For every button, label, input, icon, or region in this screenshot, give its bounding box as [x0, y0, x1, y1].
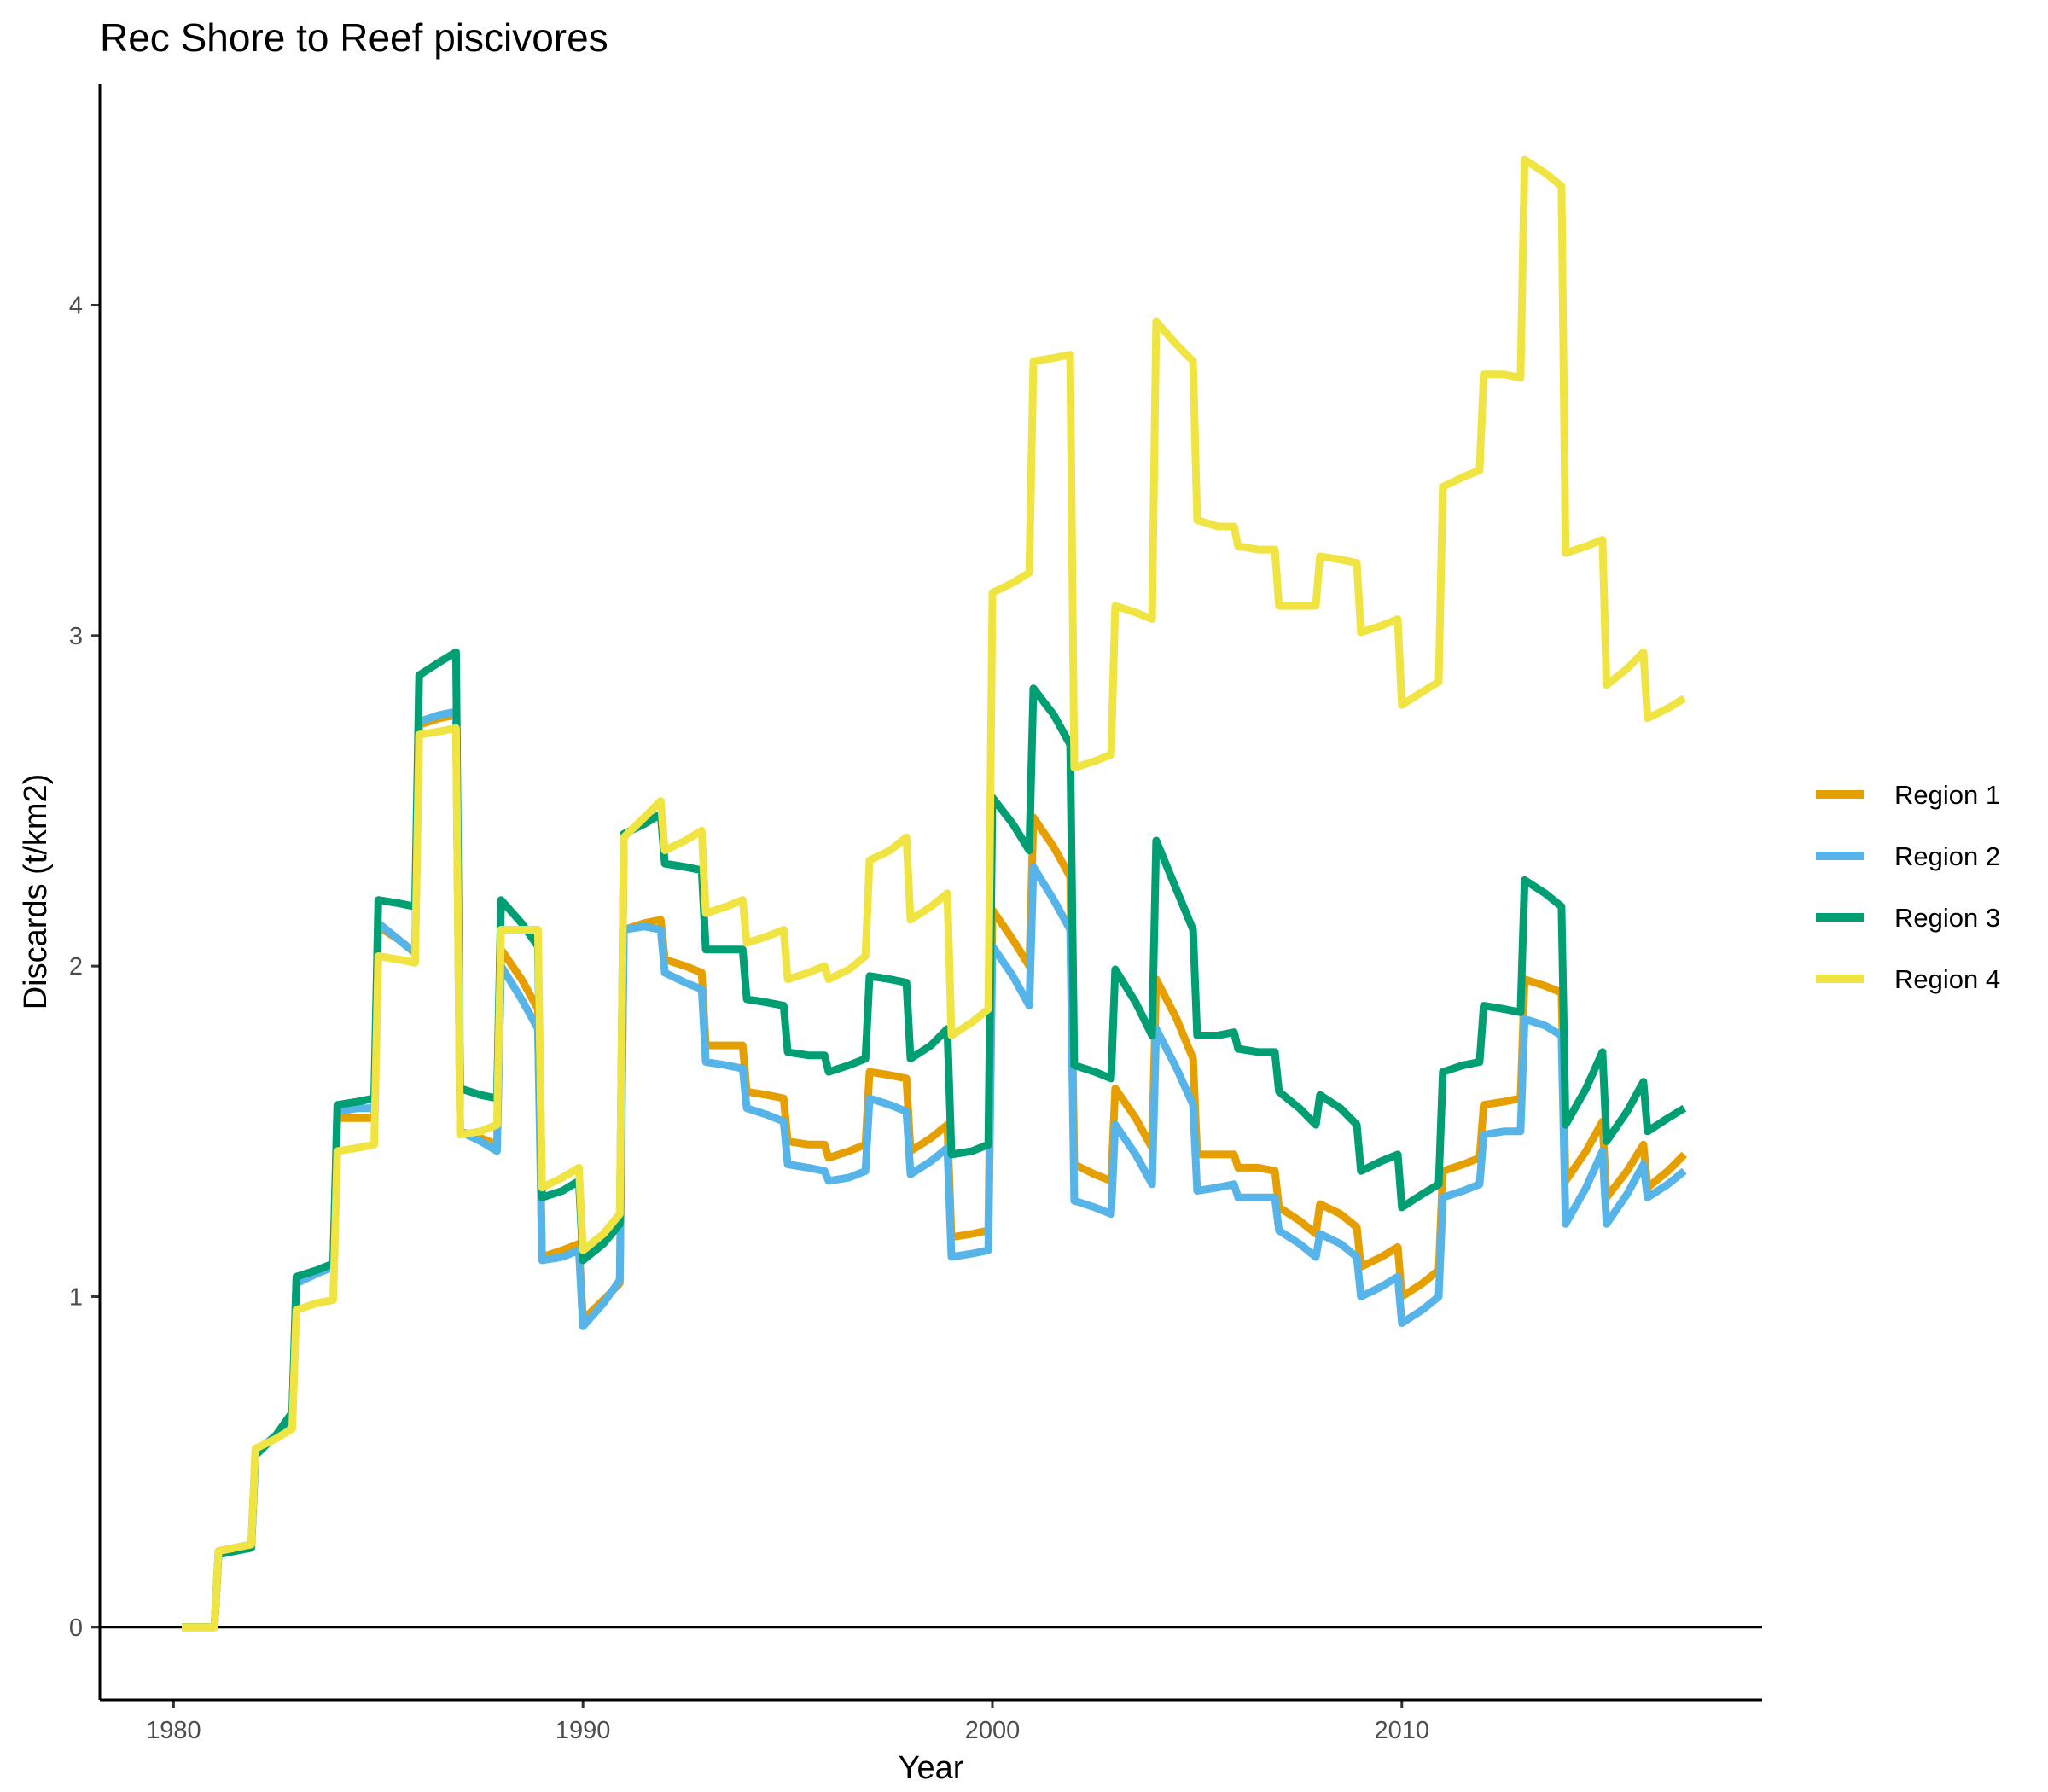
- y-tick-label: 0: [69, 1615, 83, 1642]
- series-lines: [182, 155, 1687, 1632]
- x-tick-label: 2010: [1375, 1717, 1430, 1744]
- x-tick-label: 2000: [965, 1717, 1021, 1744]
- y-axis-title: Discards (t/km2): [18, 774, 54, 1010]
- y-tick-label: 3: [69, 623, 83, 650]
- legend-label-region-3: Region 3: [1894, 903, 2000, 933]
- legend-label-region-2: Region 2: [1894, 841, 2000, 871]
- legend-label-region-4: Region 4: [1894, 964, 2000, 994]
- series-line-region-2: [182, 707, 1687, 1632]
- x-tick-label: 1980: [146, 1717, 201, 1744]
- y-tick-label: 1: [69, 1283, 83, 1311]
- x-tick-label: 1990: [556, 1717, 611, 1744]
- series-line-region-3: [182, 648, 1687, 1632]
- chart-title: Rec Shore to Reef piscivores: [100, 15, 608, 60]
- x-axis-title: Year: [899, 1750, 964, 1786]
- legend-label-region-1: Region 1: [1894, 780, 2000, 810]
- legend: Region 1 Region 2 Region 3 Region 4: [1816, 780, 2000, 994]
- y-tick-label: 2: [69, 953, 83, 980]
- x-axis-ticks: 1980 1990 2000 2010: [146, 1700, 1429, 1744]
- y-tick-label: 4: [69, 293, 83, 320]
- series-line-region-1: [182, 711, 1687, 1632]
- y-axis-ticks: 0 1 2 3 4: [69, 293, 100, 1642]
- series-line-region-4: [182, 155, 1687, 1632]
